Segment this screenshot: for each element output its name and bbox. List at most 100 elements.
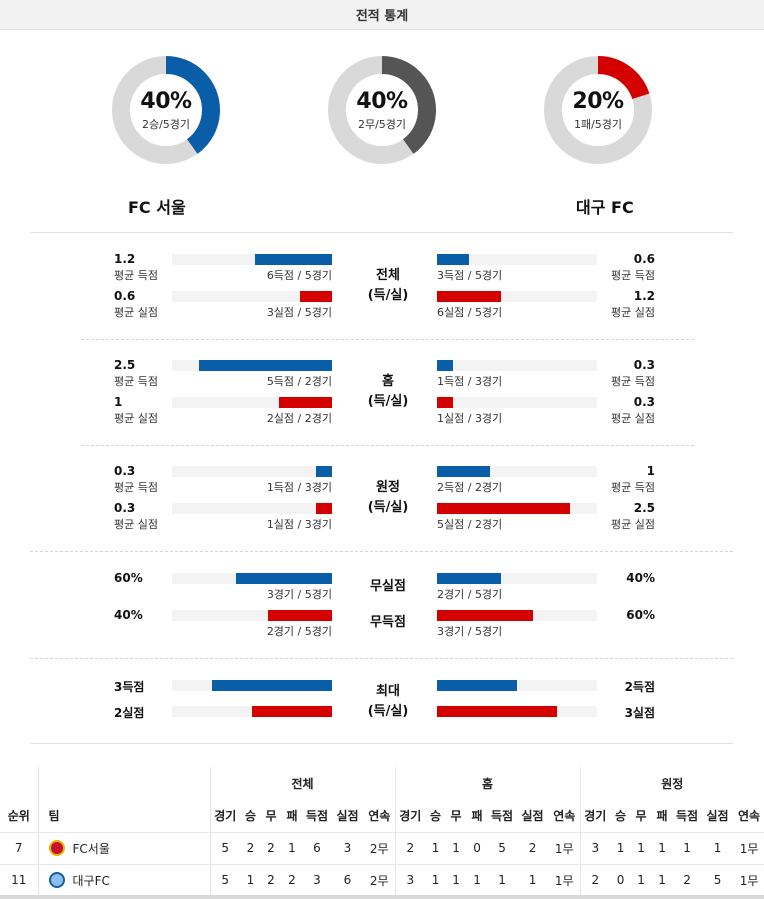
loss-rate-value: 20% <box>572 89 624 114</box>
stat-cell: 2 <box>281 864 303 897</box>
column-header: 득점 <box>490 808 514 823</box>
away-against-track <box>437 503 597 514</box>
stat-cell: 2 <box>394 832 426 865</box>
home-max-against-value: 2실점 <box>114 706 145 720</box>
home-for-bar <box>199 360 332 371</box>
stat-cell: 1 <box>651 832 674 865</box>
table-row[interactable]: 11 대구FC 5 1 2 2 3 6 2무 3 1 1 1 1 1 1무 2 0 1 1 2 5 1무 <box>0 864 764 897</box>
away-max-for-track <box>437 680 597 691</box>
stat-cell: 3 <box>331 832 364 865</box>
home-for-bar <box>255 254 332 265</box>
rank-cell: 11 <box>0 864 38 897</box>
away-max-for-value: 2득점 <box>624 680 655 694</box>
column-header: 무 <box>265 808 277 823</box>
divider <box>30 232 733 233</box>
stat-cell: 6 <box>331 864 364 897</box>
home-against-bar <box>300 291 332 302</box>
stat-cell: 2 <box>240 832 261 865</box>
stat-cell: 2 <box>516 832 550 865</box>
stat-cell: 1 <box>281 832 303 865</box>
stat-cell: 1 <box>516 864 550 897</box>
away-against-track <box>437 291 597 302</box>
away-for-bar <box>437 466 490 477</box>
away-for-track <box>437 254 597 265</box>
home-avg-for-value: 0.3 <box>114 464 136 478</box>
stat-cell: 1 <box>610 832 632 865</box>
column-header: 경기 <box>209 799 240 832</box>
column-header-row: 순위 팀 경기 승 무 패 득점 실점 연속 경기 승 무 패 득점 실점 연속 경기 승 무 패 득점 실점 연속 <box>0 799 764 832</box>
home-against-caption: 3실점 / 5경기 <box>266 306 332 319</box>
section-label: 최대 (득/실) <box>367 684 409 719</box>
away-avg-for-value: 0.6 <box>633 252 655 266</box>
divider <box>81 339 694 340</box>
away-against-track <box>437 397 597 408</box>
away-max-for-bar <box>437 680 517 691</box>
stat-cell: 1 <box>425 832 447 865</box>
group-header-home: 홈 <box>394 767 581 799</box>
home-avg-against-value: 1 <box>114 395 123 409</box>
team-cell[interactable]: FC서울 <box>37 832 210 865</box>
divider <box>30 551 733 552</box>
group-header-row: 전체 홈 원정 <box>0 767 764 799</box>
home-avg-for-label: 평균 득점 <box>114 375 158 388</box>
bottom-edge <box>0 895 764 899</box>
divider <box>30 658 733 659</box>
stat-cell: 1무 <box>734 832 764 865</box>
column-header: 승 <box>429 808 442 823</box>
home-avg-for-value: 2.5 <box>114 358 136 372</box>
away-avg-for-label: 평균 득점 <box>611 375 655 388</box>
away-against-caption: 6실점 / 5경기 <box>437 306 503 319</box>
stat-cell: 1무 <box>734 864 764 897</box>
column-header: 실점 <box>336 808 359 823</box>
team-cell[interactable]: 대구FC <box>37 864 210 897</box>
stat-cell: 1 <box>446 864 467 897</box>
away-avg-for-label: 평균 득점 <box>611 269 655 282</box>
home-no-goal-track <box>172 610 332 621</box>
away-for-caption: 3득점 / 5경기 <box>437 269 503 282</box>
home-clean-sheet-bar <box>236 573 332 584</box>
draw-rate-detail: 2무/5경기 <box>357 118 407 131</box>
stat-cell: 1 <box>651 864 674 897</box>
column-header: 승 <box>244 808 257 823</box>
home-clean-sheet-caption: 3경기 / 5경기 <box>266 588 332 601</box>
team-name: 대구FC <box>72 873 110 888</box>
home-for-caption: 6득점 / 5경기 <box>266 269 332 282</box>
column-header: 득점 <box>675 808 699 823</box>
away-for-bar <box>437 360 453 371</box>
stat-cell: 1 <box>701 832 735 865</box>
home-avg-against-label: 평균 실점 <box>114 306 158 319</box>
column-header: 패 <box>471 808 483 823</box>
section-label: 전체 (득/실) <box>367 268 409 303</box>
win-rate-ring <box>112 56 220 164</box>
page-title: 전적 통계 <box>0 0 764 30</box>
away-against-bar <box>437 397 453 408</box>
stat-cell: 5 <box>209 864 240 897</box>
stat-cell: 2무 <box>364 832 396 865</box>
away-against-caption: 5실점 / 2경기 <box>437 518 503 531</box>
away-avg-for-value: 1 <box>646 464 655 478</box>
stat-cell: 1 <box>240 864 261 897</box>
stat-cell: 5 <box>209 832 240 865</box>
away-no-goal-caption: 3경기 / 5경기 <box>437 625 503 638</box>
standings-table: 전체 홈 원정 순위 팀 경기 승 무 패 득점 실점 연속 경기 승 무 패 득점 실점 연속 경기 승 무 패… <box>0 767 764 897</box>
home-max-for-track <box>172 680 332 691</box>
home-max-for-bar <box>212 680 332 691</box>
stat-cell: 3 <box>303 864 331 897</box>
home-against-track <box>172 397 332 408</box>
table-row[interactable]: 7 FC서울 5 2 2 1 6 3 2무 2 1 1 0 5 2 1무 3 1 1 1 1 1 1무 <box>0 832 764 865</box>
home-against-track <box>172 503 332 514</box>
home-for-caption: 1득점 / 3경기 <box>266 481 332 494</box>
away-max-against-value: 3실점 <box>624 706 655 720</box>
away-avg-for-label: 평균 득점 <box>611 481 655 494</box>
away-against-bar <box>437 291 501 302</box>
column-header: 연속 <box>553 808 576 823</box>
stat-cell: 2무 <box>364 864 396 897</box>
home-avg-against-value: 0.3 <box>114 501 136 515</box>
column-header: 연속 <box>368 808 391 823</box>
column-header: 연속 <box>738 808 761 823</box>
home-against-bar <box>316 503 332 514</box>
column-header: 무 <box>635 808 647 823</box>
stat-cell: 1 <box>466 864 489 897</box>
home-for-track <box>172 466 332 477</box>
home-no-goal-caption: 2경기 / 5경기 <box>266 625 332 638</box>
